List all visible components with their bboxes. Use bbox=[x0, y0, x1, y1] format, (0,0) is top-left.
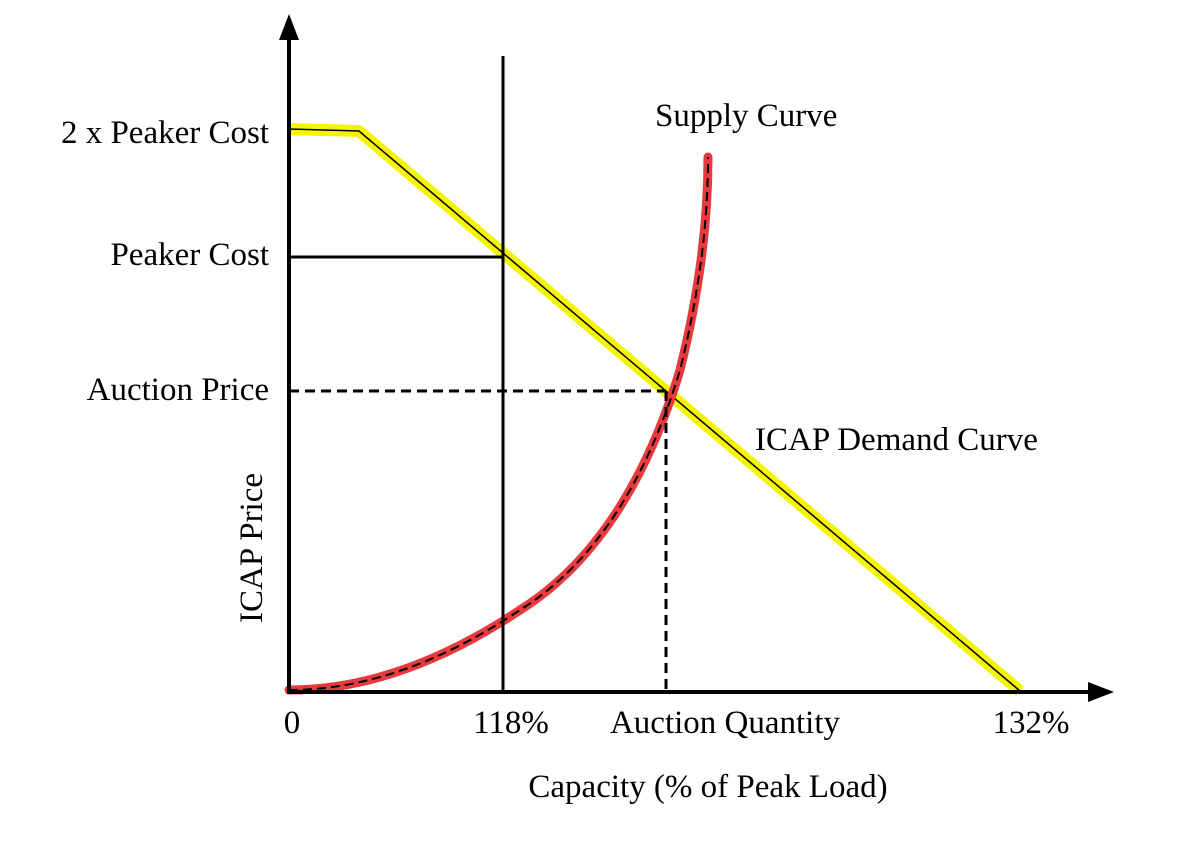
demand-curve-line bbox=[288, 128, 1021, 692]
y-axis-arrowhead bbox=[279, 14, 299, 40]
supply-curve-label: Supply Curve bbox=[655, 98, 837, 134]
supply-curve-line bbox=[288, 156, 709, 691]
supply-curve bbox=[284, 152, 713, 695]
x-tick-132: 132% bbox=[993, 705, 1070, 741]
demand-curve-label: ICAP Demand Curve bbox=[755, 422, 1038, 458]
demand-curve-highlight bbox=[288, 123, 1024, 696]
x-axis bbox=[287, 682, 1114, 702]
x-tick-origin: 0 bbox=[284, 705, 301, 741]
label-auction-price: Auction Price bbox=[87, 372, 269, 408]
y-axis bbox=[279, 14, 299, 694]
x-tick-118: 118% bbox=[473, 705, 549, 741]
y-axis-label: ICAP Price bbox=[234, 473, 270, 623]
label-peaker-cost: Peaker Cost bbox=[110, 237, 269, 273]
supply-curve-highlight bbox=[284, 152, 713, 695]
demand-curve bbox=[288, 123, 1024, 696]
x-axis-label: Capacity (% of Peak Load) bbox=[528, 769, 887, 805]
x-axis-arrowhead bbox=[1088, 682, 1114, 702]
label-double-peaker-cost: 2 x Peaker Cost bbox=[61, 115, 269, 151]
x-tick-auction-quantity: Auction Quantity bbox=[610, 705, 841, 741]
